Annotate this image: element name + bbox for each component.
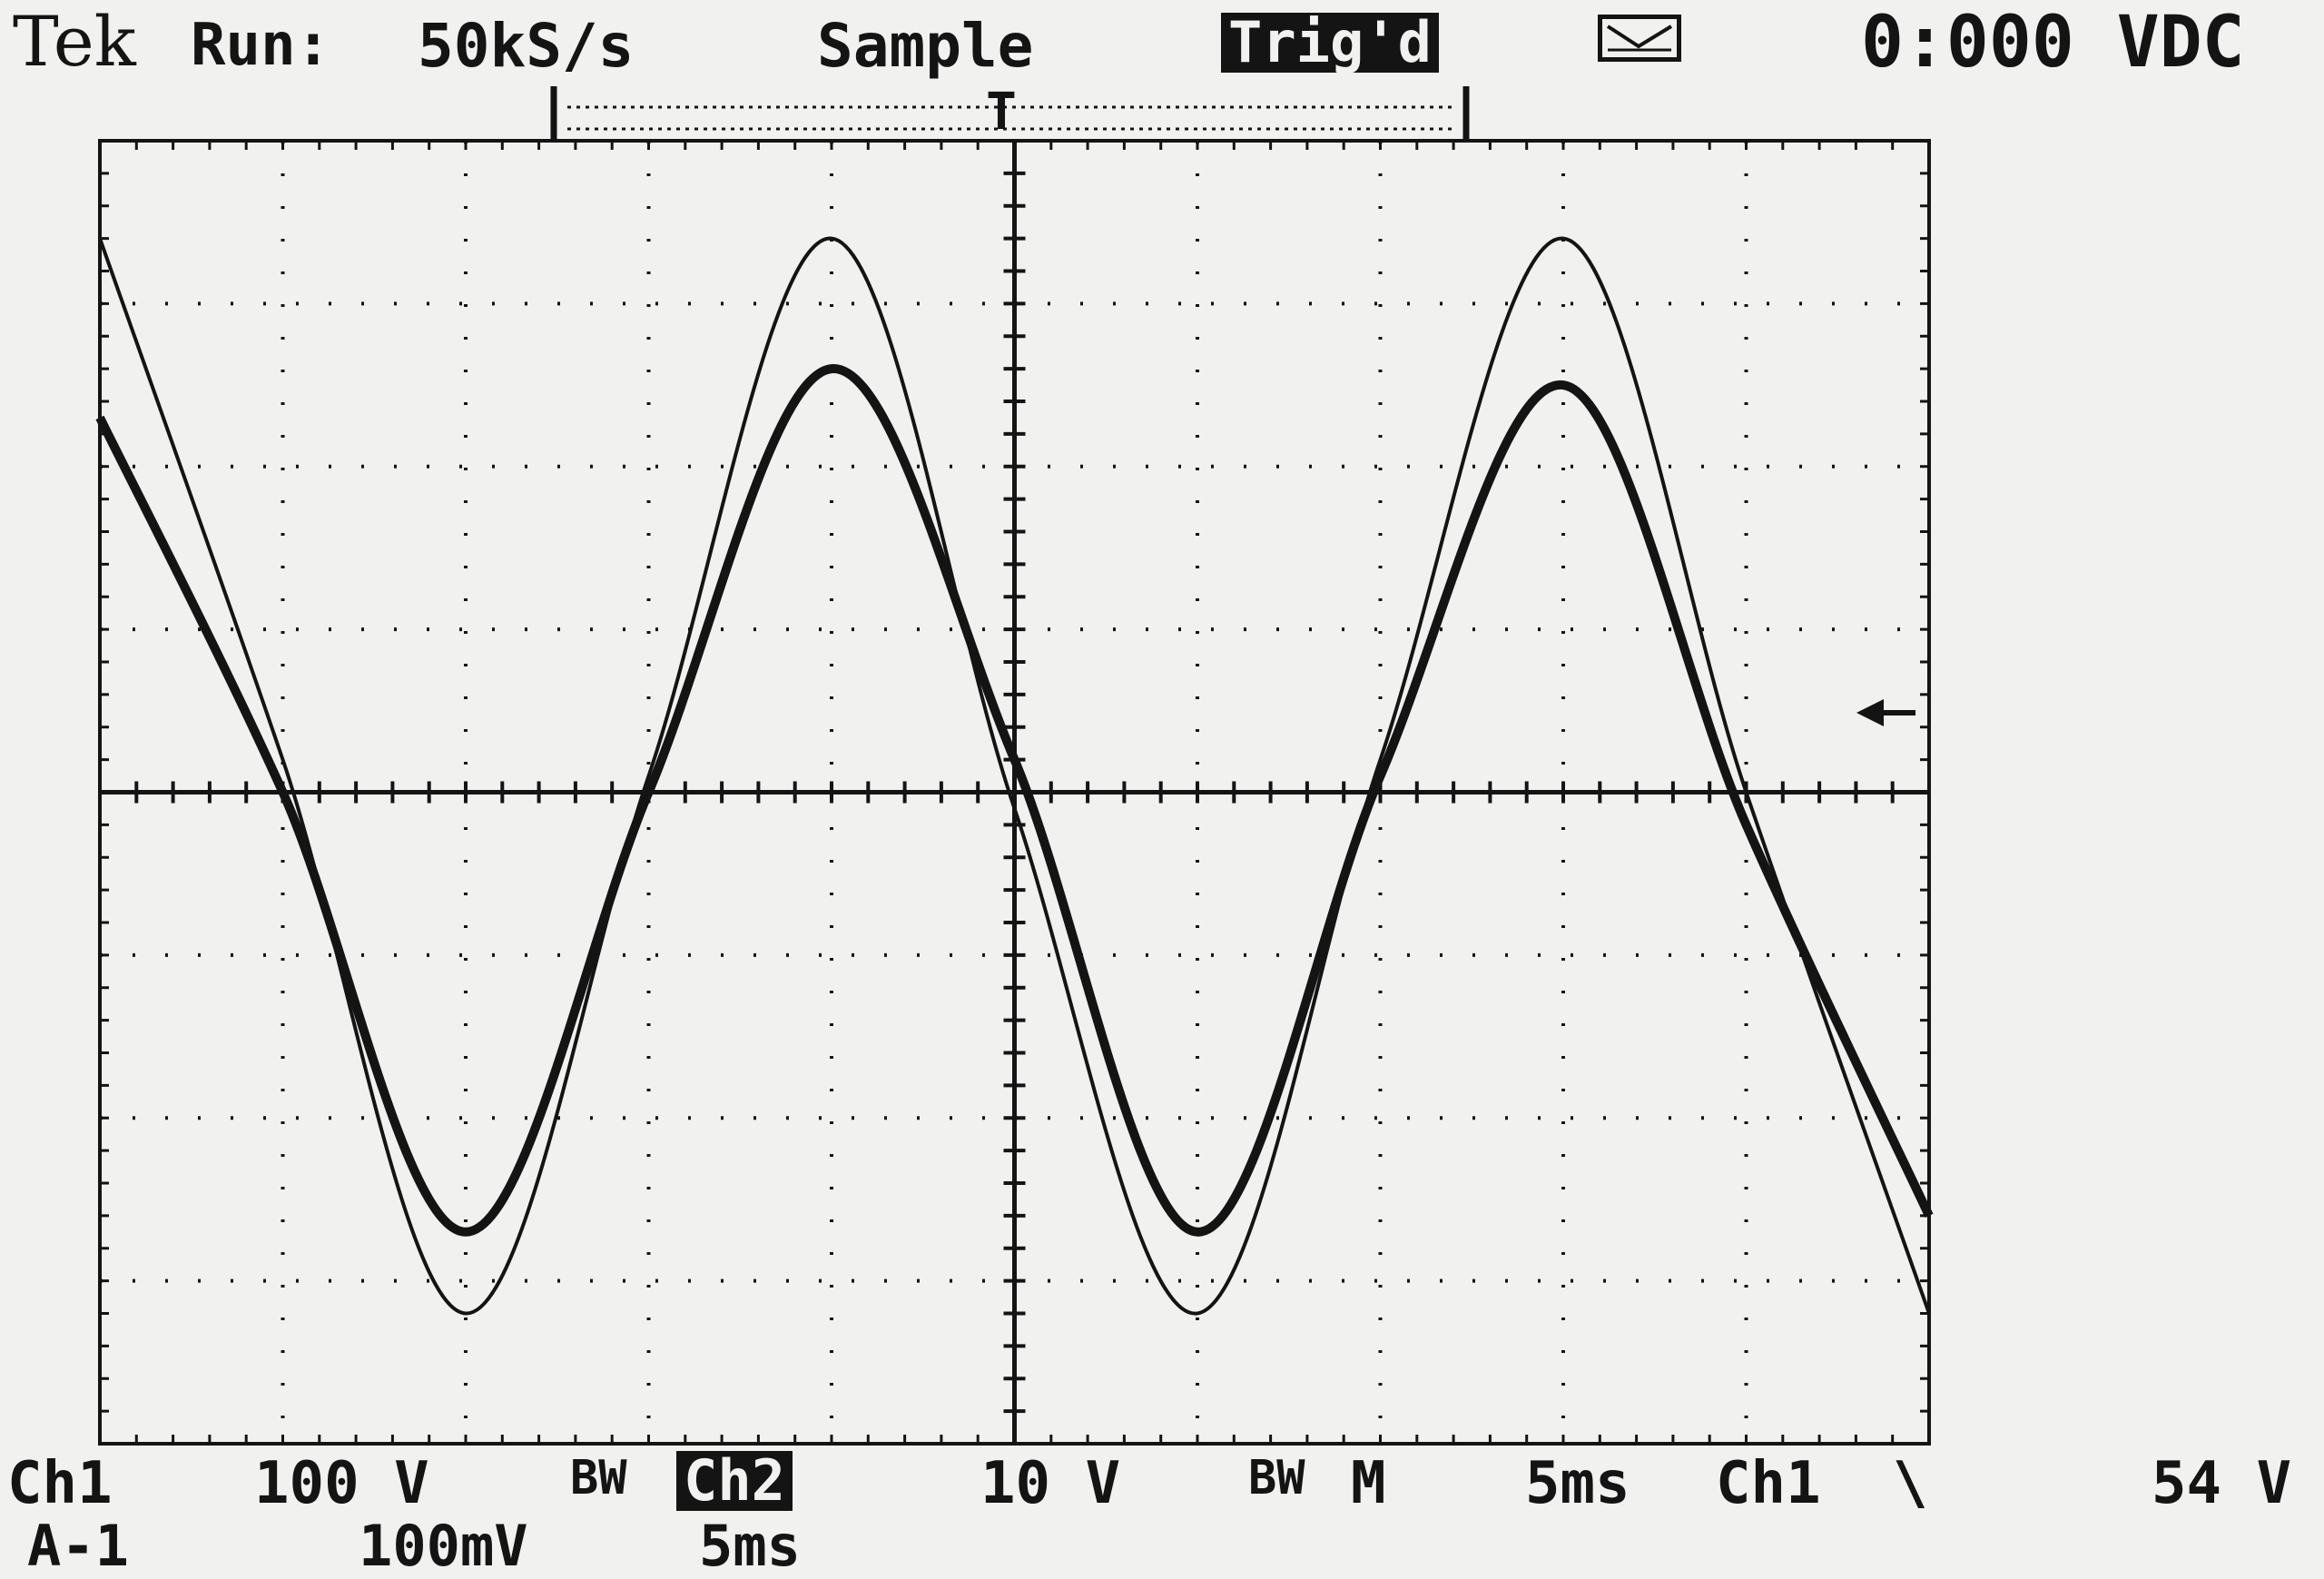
run-state-label: Run: — [191, 12, 331, 79]
trigger-status-badge: Trig'd — [1221, 13, 1439, 73]
record-length-bar: T — [550, 83, 1470, 142]
traces — [95, 236, 1934, 1316]
ch1-scale: 100 V — [254, 1450, 429, 1517]
ch1-bandwidth-limit: BW — [570, 1451, 627, 1505]
status-header: Tek Run: 50kS/s Sample Trig'd 0:000 VDC — [0, 0, 2324, 100]
trace-ch1 — [98, 236, 1931, 1316]
dc-voltage-readout: 0:000 VDC — [1861, 2, 2245, 84]
trigger-position-marker: T — [986, 83, 1017, 142]
ch1-label: Ch1 — [7, 1450, 113, 1517]
graticule — [98, 139, 1931, 1446]
channel-settings-footer: Ch1 100 V BW Ch2 10 V BW M 5ms Ch1 \ 54 … — [0, 1435, 2324, 1575]
math-timebase: 5ms — [699, 1513, 801, 1579]
sample-rate-readout: 50kS/s — [418, 11, 635, 81]
math-scale: 100mV — [359, 1513, 528, 1579]
acquisition-mode-label: Sample — [817, 11, 1034, 81]
ch2-bandwidth-limit: BW — [1248, 1451, 1305, 1505]
brand-label: Tek — [13, 1, 136, 82]
trigger-slope-icon: \ — [1893, 1450, 1928, 1517]
waveform-box-icon — [1598, 15, 1681, 62]
main-timebase-label: M — [1351, 1450, 1386, 1517]
left-arrow-icon — [1856, 699, 1915, 726]
math-channel-label: A-1 — [27, 1513, 129, 1579]
trace-ch2 — [95, 364, 1934, 1237]
ch2-label: Ch2 — [676, 1451, 793, 1511]
timebase-readout: 5ms — [1525, 1450, 1630, 1517]
trigger-source: Ch1 — [1716, 1450, 1821, 1517]
trigger-level-readout: 54 V — [2152, 1450, 2292, 1517]
ch2-scale: 10 V — [980, 1450, 1121, 1517]
